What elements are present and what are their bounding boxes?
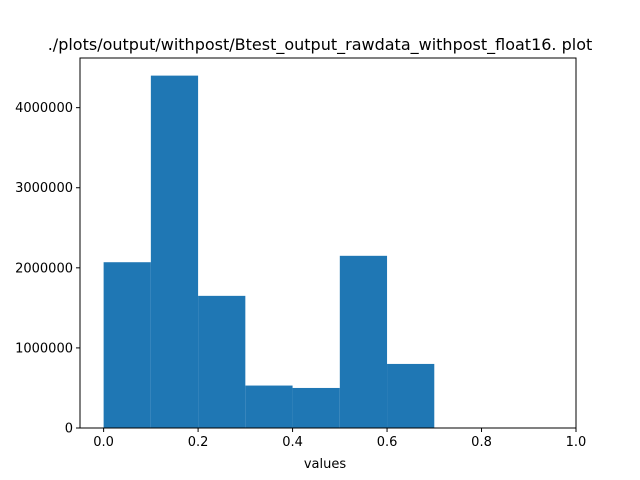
y-tick-label-3: 3000000: [15, 181, 73, 196]
x-tick-label-0: 0.0: [93, 435, 114, 450]
x-tick-label-2: 0.4: [282, 435, 303, 450]
y-tick-label-2: 2000000: [15, 261, 73, 276]
histogram-bar-2: [198, 295, 246, 428]
x-tick-label-4: 0.8: [471, 435, 492, 450]
histogram-bar-0: [103, 262, 151, 428]
y-tick-label-1: 1000000: [15, 341, 73, 356]
histogram-bar-3: [245, 385, 293, 428]
chart-title: ./plots/output/withpost/Btest_output_raw…: [48, 35, 593, 55]
x-ticks-group: 0.0 0.2 0.4 0.6 0.8 1.0: [93, 428, 586, 450]
y-tick-label-4: 4000000: [15, 101, 73, 116]
histogram-bar-1: [150, 75, 199, 428]
x-axis-label: values: [304, 457, 347, 472]
bars-group: [103, 75, 435, 428]
histogram-bar-5: [339, 255, 388, 428]
histogram-bar-4: [292, 387, 340, 428]
x-tick-label-5: 1.0: [566, 435, 587, 450]
y-tick-label-0: 0: [65, 422, 73, 437]
y-ticks-group: 0 1000000 2000000 3000000 4000000: [15, 101, 80, 437]
histogram-bar-6: [387, 363, 435, 428]
x-tick-label-1: 0.2: [188, 435, 209, 450]
axes-frame: [79, 57, 577, 429]
x-tick-label-3: 0.6: [377, 435, 398, 450]
